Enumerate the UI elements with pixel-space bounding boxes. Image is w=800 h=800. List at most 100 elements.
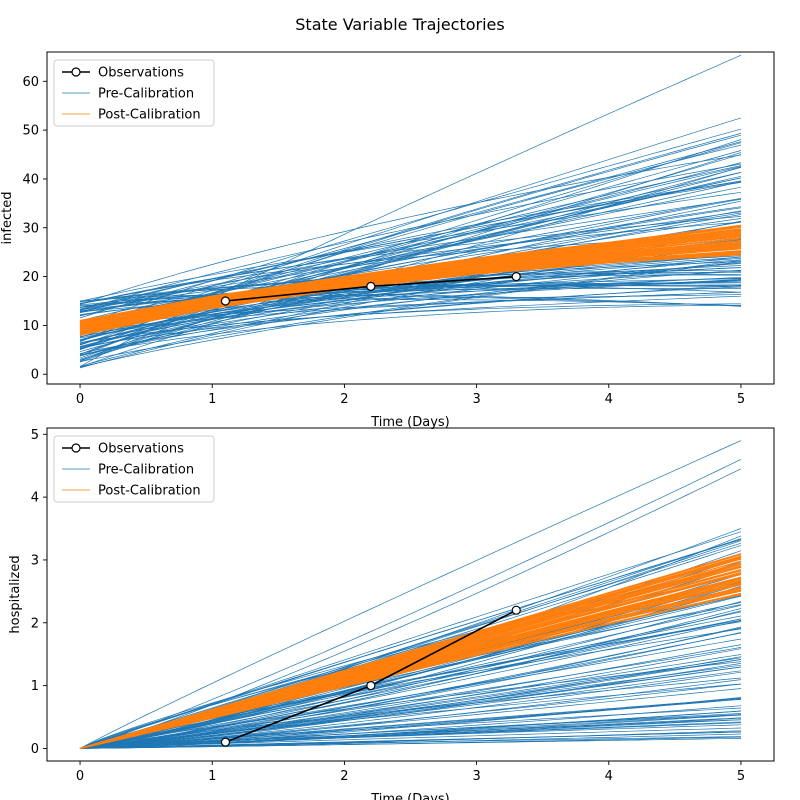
pre-calibration-line (79, 595, 742, 749)
pre-calibration-line (79, 154, 742, 350)
legend-label: Observations (98, 66, 184, 81)
post-calibration-series (79, 224, 742, 336)
legend-label: Pre-Calibration (98, 87, 194, 102)
pre-calibration-line (79, 459, 742, 749)
pre-calibration-line (79, 277, 742, 348)
y-tick-label: 20 (22, 270, 39, 285)
pre-calibration-line (79, 663, 742, 749)
pre-calibration-line (79, 216, 742, 305)
pre-calibration-line (79, 440, 742, 749)
pre-calibration-line (79, 154, 742, 305)
x-tick-label: 4 (605, 769, 613, 784)
pre-calibration-line (79, 683, 742, 749)
figure-title: State Variable Trajectories (295, 15, 504, 34)
pre-calibration-line (79, 468, 742, 749)
legend-marker (71, 443, 81, 453)
pre-calibration-line (79, 163, 742, 311)
legend: Observations Pre-Calibration Post-Calibrat… (53, 435, 215, 503)
pre-calibration-line (79, 659, 742, 749)
pre-calibration-line (79, 707, 742, 749)
y-tick-label: 0 (31, 742, 39, 757)
series-group (79, 54, 742, 369)
pre-calibration-line (79, 198, 742, 305)
y-tick-label: 60 (22, 75, 39, 90)
legend-label: Observations (98, 442, 184, 457)
legend-box (53, 59, 215, 127)
pre-calibration-line (79, 618, 742, 749)
pre-calibration-line (79, 539, 742, 749)
pre-calibration-line (79, 611, 742, 749)
pre-calibration-line (79, 181, 742, 319)
observations-series (220, 605, 521, 747)
legend-label: Post-Calibration (98, 108, 201, 123)
pre-calibration-line (79, 259, 742, 363)
pre-calibration-line (79, 632, 742, 749)
pre-calibration-line (79, 303, 741, 344)
pre-calibration-line (79, 304, 741, 356)
legend-box (53, 435, 215, 503)
observation-point (511, 271, 521, 282)
pre-calibration-line (79, 282, 742, 304)
observation-point (220, 296, 231, 306)
axes-frame (46, 427, 775, 762)
pre-calibration-line (79, 531, 742, 749)
pre-calibration-line (79, 172, 742, 355)
post-calibration-line (79, 224, 742, 322)
pre-calibration-line (79, 128, 742, 327)
observation-point (366, 681, 376, 691)
y-tick-label: 30 (22, 221, 39, 236)
pre-calibration-line (79, 271, 742, 344)
observation-point (220, 737, 231, 747)
subplot-2: 0 1 2 3 4 5 0 1 2 3 4 5 Time (Days) hospitalized Obser… (8, 427, 775, 800)
y-axis-label: infected (0, 192, 15, 245)
axes-frame (46, 51, 775, 385)
pre-calibration-line (79, 717, 742, 749)
y-tick-label: 50 (22, 124, 39, 139)
x-axis: 0 1 2 3 4 5 (76, 384, 745, 407)
legend-label: Post-Calibration (98, 484, 201, 499)
x-tick-label: 5 (737, 769, 745, 784)
pre-calibration-line (79, 291, 742, 339)
observation-point (511, 605, 521, 615)
pre-calibration-line (79, 139, 742, 362)
x-tick-label: 3 (472, 769, 480, 784)
pre-calibration-line (79, 261, 742, 368)
x-tick-label: 0 (76, 769, 84, 784)
y-tick-label: 40 (22, 172, 39, 187)
pre-calibration-line (79, 117, 742, 342)
y-axis: 0 10 20 30 40 50 60 (22, 75, 47, 383)
post-calibration-series (79, 553, 742, 749)
pre-calibration-line (79, 283, 742, 313)
x-axis-label: Time (Days) (370, 415, 450, 430)
y-tick-label: 3 (31, 553, 39, 568)
y-tick-label: 10 (22, 319, 39, 334)
pre-calibration-line (79, 698, 742, 749)
legend-label: Pre-Calibration (98, 463, 194, 478)
observations-series (220, 271, 521, 306)
x-tick-label: 2 (340, 769, 348, 784)
y-tick-label: 5 (31, 428, 39, 443)
pre-calibration-line (79, 638, 742, 749)
pre-calibration-line (79, 666, 742, 749)
y-tick-label: 4 (31, 491, 39, 506)
pre-calibration-line (79, 654, 742, 749)
x-axis: 0 1 2 3 4 5 (76, 761, 745, 784)
legend: Observations Pre-Calibration Post-Calibrat… (53, 59, 215, 127)
pre-calibration-line (79, 671, 742, 749)
legend-marker (71, 67, 81, 77)
y-axis-label: hospitalized (8, 555, 23, 633)
y-tick-label: 1 (31, 679, 39, 694)
x-tick-label: 5 (737, 392, 745, 407)
pre-calibration-line (79, 278, 742, 306)
x-tick-label: 2 (340, 392, 348, 407)
post-calibration-line (79, 553, 742, 749)
x-tick-label: 1 (208, 769, 216, 784)
observation-point (366, 281, 376, 291)
x-tick-label: 3 (472, 392, 480, 407)
x-tick-label: 1 (208, 392, 216, 407)
pre-calibration-line (79, 670, 742, 749)
x-tick-label: 0 (76, 392, 84, 407)
pre-calibration-line (79, 221, 742, 313)
